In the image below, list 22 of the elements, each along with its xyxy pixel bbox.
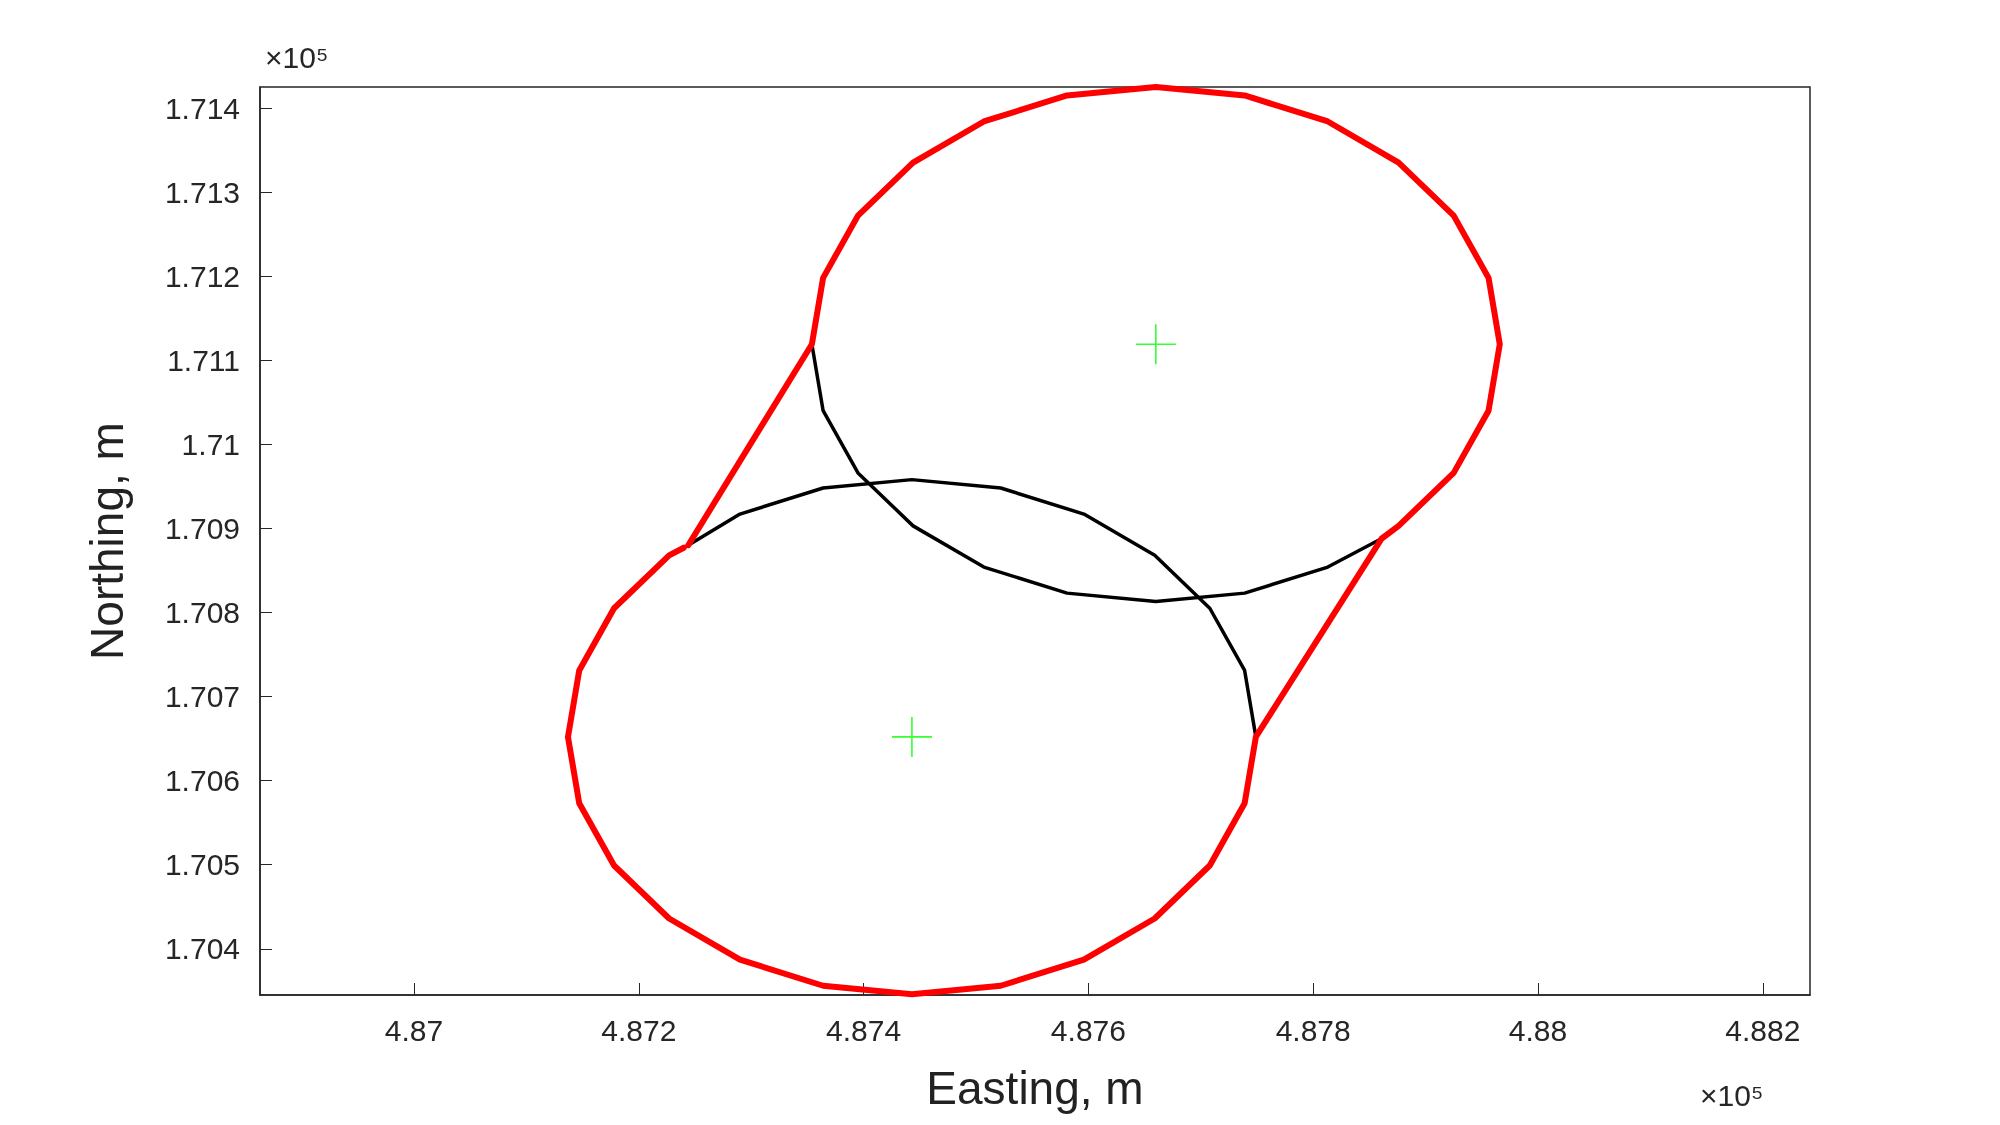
y-tick-label: 1.712 <box>164 259 240 293</box>
x-axis-title: Easting, m <box>926 1062 1144 1114</box>
text: ×10⁵ <box>265 40 329 74</box>
x-tick-label: 4.88 <box>1508 1013 1568 1047</box>
y-tick-label: 1.71 <box>181 427 240 461</box>
x-tick-label: 4.87 <box>384 1013 444 1047</box>
y-tick-label: 1.713 <box>164 175 240 209</box>
y-axis-title: Northing, m <box>81 422 133 660</box>
y-tick-label: 1.714 <box>164 91 240 125</box>
x-tick-label: 4.874 <box>826 1013 902 1047</box>
y-tick-label: 1.708 <box>164 595 240 629</box>
y-tick-label: 1.705 <box>164 848 240 882</box>
y-tick-label: 1.709 <box>164 511 240 545</box>
y-tick-label: 1.711 <box>167 343 240 377</box>
y-tick-label: 1.706 <box>164 764 240 798</box>
y-tick-label: 1.704 <box>164 932 240 966</box>
x-tick-label: 4.878 <box>1275 1013 1351 1047</box>
y-tick-label: 1.707 <box>164 680 240 714</box>
x-tick-label: 4.882 <box>1725 1013 1801 1047</box>
text: ×10⁵ <box>1700 1078 1764 1112</box>
x-tick-label: 4.876 <box>1050 1013 1126 1047</box>
x-tick-label: 4.872 <box>601 1013 677 1047</box>
